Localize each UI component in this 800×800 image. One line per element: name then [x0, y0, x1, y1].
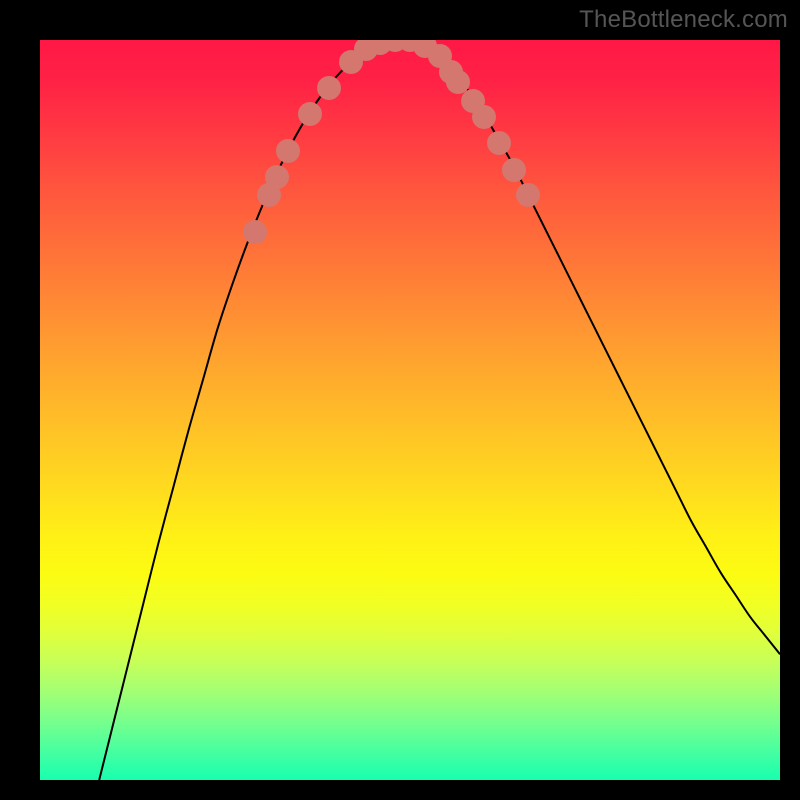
data-marker	[472, 105, 496, 129]
watermark-text: TheBottleneck.com	[579, 6, 788, 34]
data-marker	[516, 183, 540, 207]
data-marker	[276, 139, 300, 163]
data-marker	[265, 165, 289, 189]
left-curve	[99, 40, 395, 780]
data-marker	[502, 158, 526, 182]
data-marker	[317, 76, 341, 100]
plot-area	[40, 40, 780, 780]
right-curve	[395, 40, 780, 654]
data-marker	[243, 220, 267, 244]
data-marker	[298, 102, 322, 126]
data-marker	[487, 131, 511, 155]
bottleneck-curves	[40, 40, 780, 780]
